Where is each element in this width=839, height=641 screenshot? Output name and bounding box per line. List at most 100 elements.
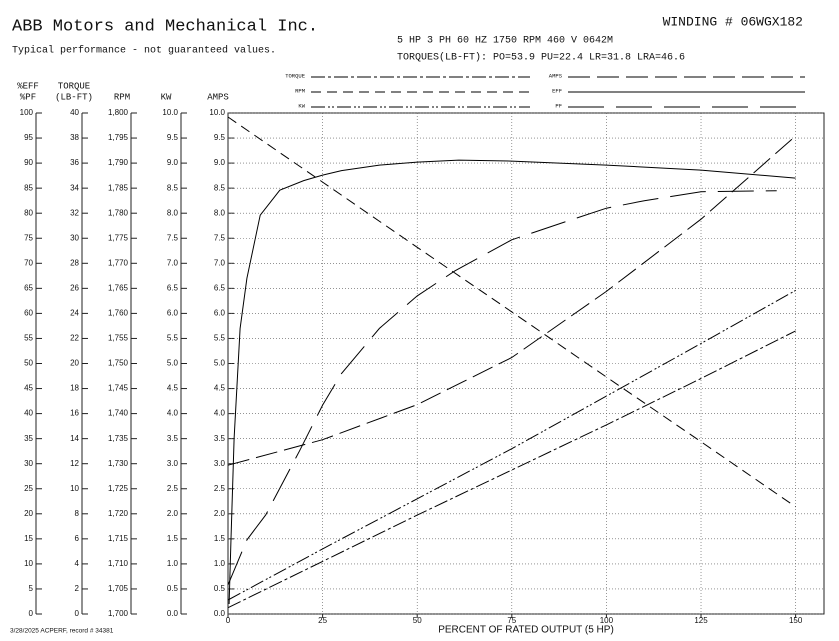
y-tick-label: 20 [70,359,79,368]
y-tick-label: 55 [24,334,33,343]
y-tick-label: 18 [70,384,79,393]
legend-label: AMPS [549,72,563,79]
y-tick-label: 40 [70,108,79,117]
y-tick-label: 1,750 [108,359,129,368]
y-tick-label: 10 [70,484,79,493]
y-tick-label: 85 [24,183,33,192]
series-line [227,289,796,601]
y-tick-label: 9.5 [167,133,179,142]
y-tick-label: 1,735 [108,434,129,443]
y-tick-label: 1,765 [108,283,129,292]
y-tick-label: 15 [24,534,33,543]
y-tick-label: 10.0 [162,108,178,117]
legend-label: RPM [295,87,305,94]
x-tick-label: 25 [318,616,327,625]
y-axis-title: %EFF [17,81,39,91]
y-tick-label: 1,755 [108,334,129,343]
y-axis-title: AMPS [207,92,229,102]
series-line [228,159,796,605]
y-tick-label: 7.0 [214,258,226,267]
y-tick-label: 0.0 [167,609,179,618]
subtitle: Typical performance - not guaranteed val… [12,45,276,57]
y-tick-label: 1.5 [214,534,226,543]
y-tick-label: 8.5 [167,183,179,192]
y-tick-label: 8.0 [214,208,226,217]
y-tick-label: 5.0 [214,359,226,368]
legend-label: TORQUE [285,72,306,79]
y-tick-label: 1,800 [108,108,129,117]
y-tick-label: 65 [24,283,33,292]
y-tick-label: 38 [70,133,79,142]
y-tick-label: 3.0 [214,459,226,468]
y-tick-label: 45 [24,384,33,393]
y-tick-label: 1,760 [108,309,129,318]
y-tick-label: 30 [70,233,79,242]
y-tick-label: 1,710 [108,559,129,568]
rating: 5 HP 3 PH 60 HZ 1750 RPM 460 V 0642M [397,36,613,47]
y-tick-label: 35 [24,434,33,443]
y-axis-title: TORQUE [58,81,90,91]
y-tick-label: 20 [24,509,33,518]
y-tick-label: 26 [70,283,79,292]
y-tick-label: 6.5 [214,283,226,292]
legend-label: KW [298,102,305,109]
y-tick-label: 6.0 [167,309,179,318]
y-tick-label: 0.5 [214,584,226,593]
y-tick-label: 9.5 [214,133,226,142]
y-tick-label: 1.0 [167,559,179,568]
y-tick-label: 1.5 [167,534,179,543]
series-line [227,190,777,586]
y-axis-title: KW [161,92,172,102]
y-tick-label: 1,780 [108,208,129,217]
series-line [227,330,796,609]
y-tick-label: 30 [24,459,33,468]
y-tick-label: 0.0 [214,609,226,618]
winding: WINDING # 06WGX182 [663,14,803,29]
y-tick-label: 14 [70,434,79,443]
y-tick-label: 1,725 [108,484,129,493]
y-tick-label: 5.5 [214,334,226,343]
y-tick-label: 32 [70,208,79,217]
y-tick-label: 12 [70,459,79,468]
y-tick-label: 6.0 [214,309,226,318]
y-tick-label: 34 [70,183,79,192]
y-tick-label: 95 [24,133,33,142]
y-tick-label: 4.5 [214,384,226,393]
y-tick-label: 1,775 [108,233,129,242]
y-tick-label: 0 [75,609,80,618]
y-tick-label: 8 [75,509,80,518]
y-axis-title: %PF [20,92,36,102]
y-tick-label: 4.0 [167,409,179,418]
x-tick-label: 150 [789,616,803,625]
y-tick-label: 90 [24,158,33,167]
x-tick-label: 125 [694,616,708,625]
x-tick-label: 0 [226,616,231,625]
y-tick-label: 1,730 [108,459,129,468]
y-tick-label: 4.0 [214,409,226,418]
y-tick-label: 7.5 [167,233,179,242]
y-tick-label: 5.0 [167,359,179,368]
y-tick-label: 3.5 [214,434,226,443]
legend-label: EFF [552,87,562,94]
y-tick-label: 1,745 [108,384,129,393]
y-tick-label: 7.5 [214,233,226,242]
y-tick-label: 1,720 [108,509,129,518]
y-tick-label: 5.5 [167,334,179,343]
y-tick-label: 6.5 [167,283,179,292]
y-tick-label: 1,795 [108,133,129,142]
y-tick-label: 80 [24,208,33,217]
y-tick-label: 0 [29,609,34,618]
y-tick-label: 4.5 [167,384,179,393]
y-tick-label: 22 [70,334,79,343]
y-tick-label: 28 [70,258,79,267]
y-axis-title: (LB-FT) [55,92,93,102]
y-tick-label: 2 [75,584,80,593]
series-line [227,135,796,466]
y-tick-label: 50 [24,359,33,368]
x-tick-label: 75 [507,616,516,625]
y-tick-label: 70 [24,258,33,267]
y-tick-label: 8.0 [167,208,179,217]
y-tick-label: 0.5 [167,584,179,593]
y-tick-label: 2.5 [214,484,226,493]
y-tick-label: 75 [24,233,33,242]
